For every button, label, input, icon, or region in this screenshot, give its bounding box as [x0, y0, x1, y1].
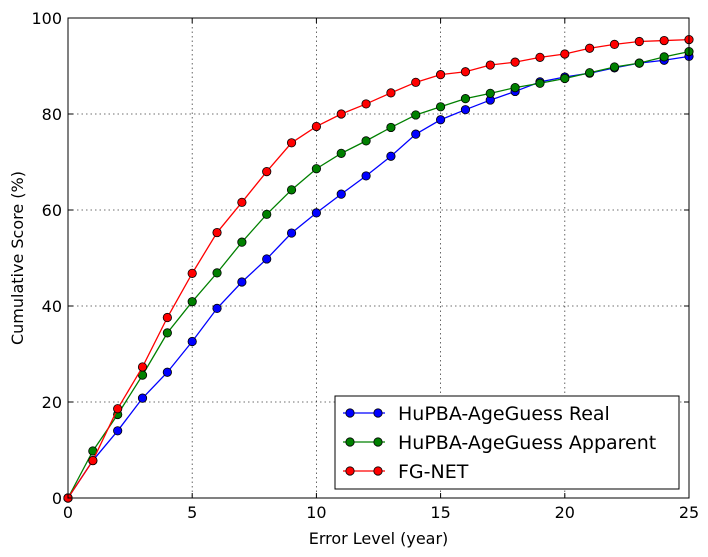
data-point	[113, 404, 123, 414]
data-point	[336, 189, 346, 199]
x-tick-label: 0	[63, 503, 73, 522]
data-point	[262, 254, 272, 264]
x-tick-label: 10	[306, 503, 326, 522]
data-point	[411, 77, 421, 87]
x-tick-label: 20	[555, 503, 575, 522]
data-point	[585, 43, 595, 53]
data-point	[535, 78, 545, 88]
data-point	[311, 208, 321, 218]
legend-marker	[373, 408, 383, 418]
data-point	[187, 268, 197, 278]
data-point	[286, 138, 297, 148]
data-point	[137, 393, 148, 403]
data-point	[162, 312, 172, 323]
x-tick-label: 15	[430, 503, 450, 522]
data-point	[361, 99, 371, 109]
data-point	[212, 268, 222, 278]
legend-item: HuPBA-AgeGuess Apparent	[343, 432, 656, 454]
data-point	[386, 122, 396, 133]
data-point	[609, 62, 620, 72]
x-tick-label: 5	[187, 503, 197, 522]
data-point	[411, 110, 421, 120]
data-point	[560, 49, 570, 59]
data-point	[435, 70, 446, 80]
data-point	[336, 109, 346, 119]
data-point	[460, 105, 471, 115]
data-point	[187, 336, 197, 347]
data-point	[137, 362, 148, 372]
series-3	[63, 34, 694, 503]
data-point	[88, 455, 98, 466]
data-point	[585, 68, 595, 78]
data-point	[634, 36, 644, 47]
legend-item: FG-NET	[343, 461, 469, 483]
data-point	[659, 52, 669, 62]
data-point	[386, 151, 396, 161]
data-point	[286, 185, 297, 195]
plot-frame	[67, 17, 690, 499]
data-point	[361, 171, 371, 181]
data-point	[609, 39, 620, 50]
data-point	[460, 67, 471, 77]
data-point	[286, 228, 297, 238]
data-point	[485, 88, 495, 98]
data-point	[311, 121, 321, 132]
data-point	[187, 297, 197, 307]
legend-marker	[345, 466, 355, 476]
data-point	[336, 148, 346, 158]
data-point	[162, 328, 172, 338]
legend-marker	[345, 408, 355, 418]
ticks: 0 5 10 15 20 25 0 20 40 60 80 100	[31, 9, 699, 522]
data-point	[435, 115, 446, 125]
series-2	[63, 46, 694, 503]
legend-label: FG-NET	[398, 461, 469, 483]
legend-marker	[373, 466, 383, 476]
data-point	[262, 209, 272, 219]
legend-marker	[373, 437, 383, 447]
data-point	[237, 197, 247, 207]
data-point	[510, 83, 520, 93]
y-tick-label: 100	[31, 9, 62, 28]
data-point	[560, 73, 570, 84]
legend-label: HuPBA-AgeGuess Apparent	[398, 432, 656, 454]
data-point	[311, 164, 321, 174]
data-point	[485, 60, 495, 70]
data-point	[386, 88, 396, 98]
data-point	[435, 102, 446, 112]
data-point	[361, 136, 371, 146]
data-point	[212, 303, 222, 313]
x-axis-label: Error Level (year)	[309, 529, 449, 548]
data-point	[262, 167, 272, 177]
data-point	[535, 52, 545, 62]
y-tick-label: 60	[42, 201, 62, 220]
legend: HuPBA-AgeGuess Real HuPBA-AgeGuess Appare…	[334, 395, 680, 490]
y-tick-label: 40	[42, 297, 62, 316]
y-tick-label: 0	[52, 489, 62, 508]
data-point	[411, 129, 421, 139]
data-point	[212, 227, 222, 238]
legend-item: HuPBA-AgeGuess Real	[343, 403, 610, 425]
y-tick-label: 20	[42, 393, 62, 412]
data-point	[113, 426, 123, 436]
x-tick-label: 25	[679, 503, 699, 522]
data-point	[460, 94, 471, 104]
data-point	[162, 367, 172, 377]
series-layer	[63, 34, 694, 503]
data-point	[659, 35, 669, 46]
legend-box	[334, 395, 680, 490]
legend-label: HuPBA-AgeGuess Real	[398, 403, 610, 425]
y-tick-label: 80	[42, 105, 62, 124]
data-point	[237, 237, 247, 247]
y-axis-label: Cumulative Score (%)	[8, 171, 27, 345]
data-point	[510, 57, 520, 67]
data-point	[634, 58, 644, 68]
data-point	[237, 277, 247, 287]
legend-marker	[345, 437, 355, 447]
